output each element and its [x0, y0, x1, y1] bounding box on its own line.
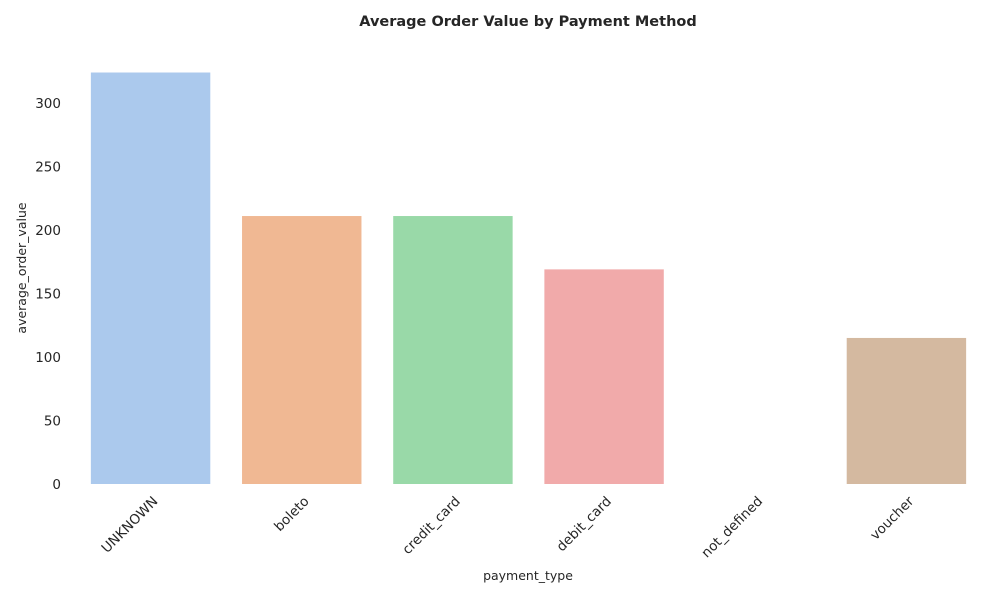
y-tick-label: 150 [35, 287, 61, 303]
x-tick-label: UNKNOWN [98, 494, 161, 557]
x-axis-ticks: UNKNOWN boleto credit_card debit_card not_de… [98, 493, 917, 561]
bar-debit-card [544, 269, 664, 484]
x-tick-label: not_defined [698, 494, 766, 562]
x-axis-label: payment_type [483, 568, 573, 583]
y-tick-label: 200 [35, 223, 61, 239]
bar-voucher [846, 337, 967, 484]
x-tick-label: debit_card [554, 494, 615, 555]
y-tick-label: 300 [35, 96, 61, 112]
bar-credit-card [393, 216, 513, 484]
bar-boleto [242, 216, 362, 484]
x-tick-label: voucher [867, 493, 917, 543]
y-axis-label: average_order_value [14, 202, 29, 333]
y-tick-label: 100 [35, 350, 61, 366]
y-tick-label: 250 [35, 160, 61, 176]
y-axis-ticks: 0 50 100 150 200 250 300 [35, 96, 61, 493]
bars-group [90, 72, 967, 485]
chart-title: Average Order Value by Payment Method [359, 14, 697, 30]
x-tick-label: credit_card [399, 494, 463, 558]
y-tick-label: 0 [52, 477, 61, 493]
y-tick-label: 50 [44, 414, 61, 430]
bar-unknown [90, 72, 211, 485]
x-tick-label: boleto [271, 494, 312, 535]
